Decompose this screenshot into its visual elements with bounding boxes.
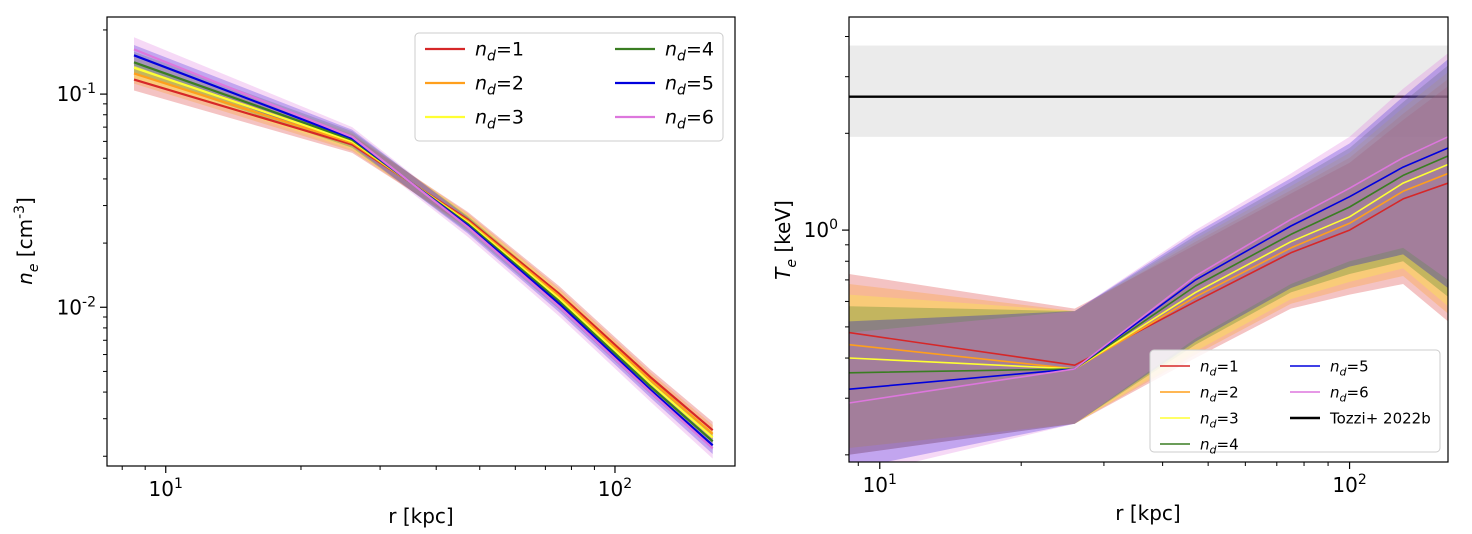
series-line-2 xyxy=(133,72,714,435)
legend-label: nd​=1 xyxy=(1200,357,1239,378)
legend-label: nd​=4 xyxy=(1200,435,1239,456)
series-line-3 xyxy=(133,66,714,439)
series-band-6 xyxy=(849,53,1448,462)
legend-label: nd​=6 xyxy=(1330,383,1369,404)
series-band-6 xyxy=(134,37,713,459)
series-line-1 xyxy=(849,182,1448,367)
series-line-1 xyxy=(133,78,714,432)
reference-band xyxy=(849,45,1448,137)
density-legend: nd​=1 nd​=2 nd​=3 nd​=4 nd​=5 nd​=6 xyxy=(414,32,724,142)
density-plot-frame xyxy=(106,16,736,467)
legend-label: nd​=4 xyxy=(665,39,714,65)
legend-label: Tozzi+ 2022b xyxy=(1329,409,1431,427)
temperature-plot-frame xyxy=(848,16,1449,463)
legend-label: nd​=3 xyxy=(475,107,524,133)
series-line-5 xyxy=(133,54,714,447)
legend-label: nd​=1 xyxy=(475,39,524,65)
y-tick-label: 100​ xyxy=(804,217,838,242)
legend-frame xyxy=(1149,349,1441,453)
y-tick-label: 10-2​ xyxy=(57,294,96,319)
legend-label: nd​=5 xyxy=(665,73,714,99)
y-tick-label: 10-1​ xyxy=(57,81,96,106)
series-band-4 xyxy=(849,65,1448,455)
x-tick-label: 101​ xyxy=(149,476,183,501)
density-x-axis-label: r [kpc] xyxy=(388,504,453,528)
legend-label: nd​=3 xyxy=(1200,409,1239,430)
temperature-panel: 101​102​100​ r [kpc] Te​ [keV] nd​=1nd​=… xyxy=(771,16,1449,525)
density-ticks: 101​ 102​ 10-1​ 10-2​ xyxy=(57,29,632,501)
series-band-1 xyxy=(849,86,1448,455)
series-line-4 xyxy=(133,61,714,443)
x-tick-label: 101​ xyxy=(863,472,897,497)
density-lines xyxy=(133,48,714,450)
series-band-2 xyxy=(849,79,1448,448)
density-y-axis-label: ne​ [cm-3​] xyxy=(12,197,42,285)
temperature-lines xyxy=(849,136,1448,404)
series-line-6 xyxy=(849,136,1448,404)
x-tick-label: 102​ xyxy=(598,476,632,501)
legend-label: nd​=2 xyxy=(1200,383,1239,404)
legend-frame xyxy=(414,32,724,142)
series-line-6 xyxy=(133,48,714,450)
legend-label: nd​=2 xyxy=(475,73,524,99)
x-tick-label: 102​ xyxy=(1332,472,1366,497)
temperature-reference xyxy=(849,45,1448,137)
temperature-y-axis-label: Te​ [keV] xyxy=(771,200,800,280)
density-panel: 101​ 102​ 10-1​ 10-2​ r [kpc] ne​ [cm-3​] n… xyxy=(12,16,736,528)
temperature-x-axis-label: r [kpc] xyxy=(1115,501,1180,525)
temperature-ticks: 101​ 102​ 100​ xyxy=(804,36,1367,497)
temperature-legend: nd​=1 nd​=2 nd​=3 nd​=4 nd​=5 nd​=6 Tozzi+ 202… xyxy=(1149,349,1441,456)
series-band-5 xyxy=(134,45,713,454)
series-band-2 xyxy=(134,63,713,443)
legend-label: nd​=5 xyxy=(1330,357,1369,378)
legend-label: nd​=6 xyxy=(665,107,714,133)
series-band-1 xyxy=(134,69,713,439)
